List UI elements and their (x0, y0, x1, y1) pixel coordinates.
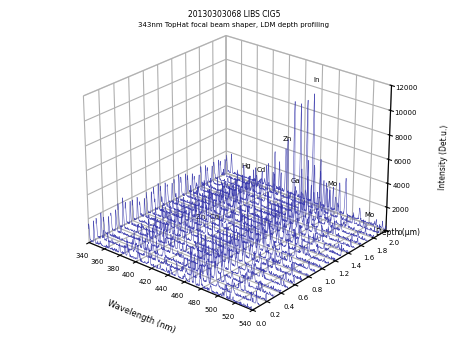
Text: 343nm TopHat focal beam shaper, LDM depth profiling: 343nm TopHat focal beam shaper, LDM dept… (139, 22, 329, 28)
X-axis label: Wavelength (nm): Wavelength (nm) (106, 299, 176, 335)
Text: 20130303068 LIBS CIG5: 20130303068 LIBS CIG5 (188, 10, 280, 19)
